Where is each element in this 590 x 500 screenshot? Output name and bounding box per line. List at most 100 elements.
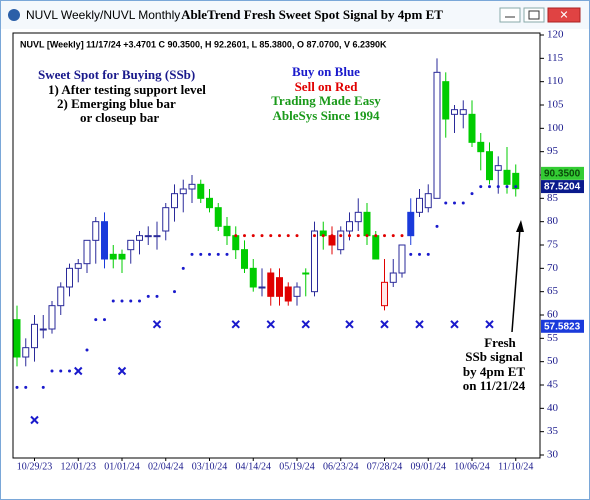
candle-body	[468, 113, 476, 143]
x-mark	[345, 320, 354, 329]
support-dot	[181, 266, 185, 270]
candle-body	[302, 272, 310, 275]
support-dot	[103, 318, 106, 322]
arrow-shaft	[511, 227, 521, 333]
candle-body	[293, 286, 301, 297]
x-tick-label: 04/14/24	[235, 461, 271, 472]
resistance-dot	[243, 234, 246, 238]
support-dot	[173, 290, 176, 294]
resistance-dot	[365, 234, 369, 238]
y-tick-label: 70	[547, 262, 559, 274]
chart-title: AbleTrend Fresh Sweet Spot Signal by 4pm…	[181, 7, 443, 22]
candle-body	[416, 197, 423, 213]
candle-body	[398, 244, 406, 274]
x-tick-label: 05/19/24	[279, 461, 315, 472]
y-tick-label: 50	[547, 355, 559, 367]
support-dot	[435, 224, 439, 228]
candle-body	[188, 183, 196, 190]
x-tick-label: 01/01/24	[104, 461, 140, 472]
support-dot	[59, 369, 63, 373]
x-tick-label: 06/23/24	[323, 461, 359, 472]
arrow-head	[516, 220, 524, 232]
resistance-dot	[400, 234, 404, 238]
support-dot	[470, 192, 474, 196]
support-dot	[129, 299, 133, 303]
candle-body	[144, 235, 152, 238]
candle-body	[22, 347, 30, 358]
x-mark	[301, 320, 310, 329]
candle-body	[433, 71, 441, 199]
candle-body	[48, 305, 56, 330]
minimize-button[interactable]	[499, 7, 521, 23]
x-mark	[117, 366, 127, 376]
support-dot	[208, 252, 211, 256]
maximize-button[interactable]	[523, 7, 545, 23]
price-tag-label: 90.3500	[544, 169, 581, 180]
candle-body	[13, 319, 21, 358]
annotation: on 11/21/24	[463, 378, 526, 393]
y-tick-label: 30	[547, 449, 559, 461]
x-mark	[152, 320, 162, 329]
annotation: SSb signal	[465, 349, 523, 364]
resistance-dot	[330, 234, 334, 238]
candle-body	[74, 263, 82, 269]
candle-body	[153, 235, 161, 238]
support-dot	[479, 185, 483, 189]
support-dot	[216, 252, 220, 256]
candle-body	[494, 165, 502, 171]
support-dot	[190, 252, 194, 256]
support-dot	[85, 348, 89, 352]
candle-body	[136, 235, 143, 241]
y-tick-label: 45	[547, 379, 559, 391]
resistance-dot	[374, 234, 378, 238]
x-mark	[485, 320, 494, 329]
candle-body	[354, 211, 362, 223]
x-tick-label: 10/06/24	[454, 461, 490, 472]
x-mark	[30, 415, 39, 425]
info-line: NUVL [Weekly] 11/17/24 +3.4701 C 90.3500…	[20, 39, 387, 49]
candle-body	[214, 207, 222, 227]
candle-body	[311, 230, 318, 293]
y-tick-label: 75	[547, 239, 559, 251]
candle-body	[249, 267, 257, 288]
candle-body	[39, 328, 47, 331]
candle-body	[66, 267, 73, 288]
resistance-dot	[321, 234, 325, 238]
candle-body	[512, 172, 520, 190]
candle-body	[258, 286, 266, 289]
y-tick-label: 100	[547, 122, 564, 134]
candle-body	[276, 277, 283, 297]
support-dot	[199, 252, 203, 256]
candle-body	[503, 169, 511, 185]
support-dot	[514, 185, 518, 189]
support-dot	[505, 185, 509, 189]
candle-body	[346, 221, 353, 232]
candle-body	[232, 235, 240, 251]
candle-body	[197, 183, 205, 199]
resistance-dot	[356, 234, 360, 238]
annotation: Sell on Red	[295, 79, 359, 94]
app-icon	[8, 9, 20, 21]
support-dot	[146, 294, 150, 298]
candle-body	[451, 109, 458, 115]
x-mark	[450, 320, 459, 329]
candle-body	[171, 193, 178, 209]
support-dot	[94, 318, 98, 322]
annotation: 1) After testing support level	[48, 82, 206, 97]
support-dot	[225, 252, 229, 256]
support-dot	[111, 299, 115, 303]
resistance-dot	[391, 234, 395, 238]
title-bar	[1, 1, 589, 29]
close-button[interactable]	[547, 7, 581, 23]
candle-body	[372, 235, 380, 260]
candle-body	[381, 281, 388, 307]
price-tag	[541, 166, 584, 180]
support-dot	[138, 299, 141, 303]
support-dot	[418, 252, 421, 256]
x-tick-label: 09/01/24	[410, 461, 446, 472]
resistance-dot	[234, 234, 238, 238]
x-tick-label: 11/10/24	[498, 461, 533, 472]
x-tick-label: 12/01/23	[60, 461, 96, 472]
